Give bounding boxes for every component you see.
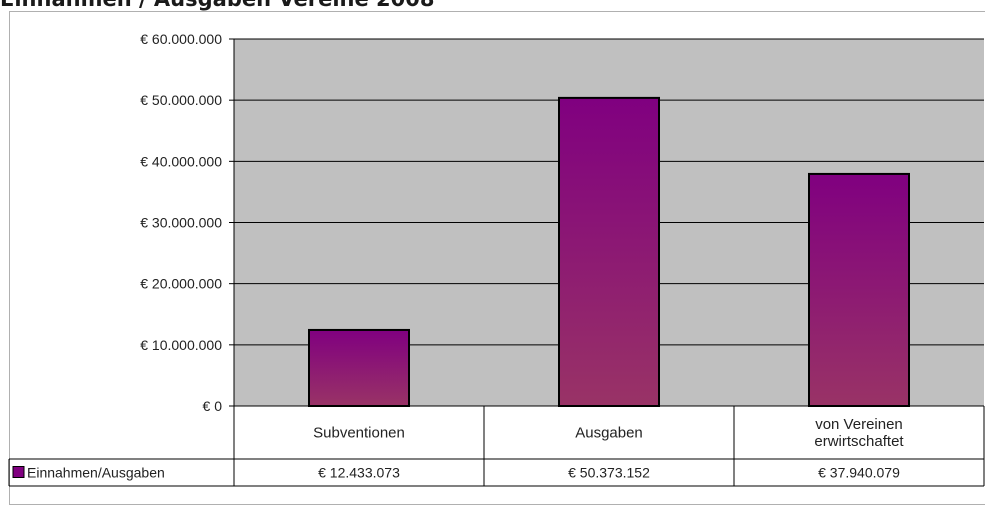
- y-tick-label: € 40.000.000: [140, 153, 222, 169]
- x-tick-label: von Vereinen: [815, 416, 903, 433]
- legend-swatch: [12, 466, 25, 478]
- bar: [558, 96, 660, 408]
- chart-frame: [9, 11, 985, 505]
- data-label: € 50.373.152: [568, 465, 650, 481]
- y-tick-label: € 0: [203, 398, 223, 414]
- legend-label: Einnahmen/Ausgaben: [27, 465, 165, 481]
- y-tick-label: € 60.000.000: [140, 31, 222, 47]
- y-tick-label: € 50.000.000: [140, 92, 222, 108]
- page-title: Einnahmen / Ausgaben Vereine 2008: [0, 0, 434, 11]
- x-tick-label: Ausgaben: [575, 425, 643, 442]
- bar: [808, 172, 910, 407]
- bar: [308, 328, 410, 408]
- y-tick-label: € 30.000.000: [140, 215, 222, 231]
- y-tick-label: € 20.000.000: [140, 276, 222, 292]
- x-tick-label: Subventionen: [313, 425, 405, 442]
- data-label: € 12.433.073: [318, 465, 400, 481]
- y-tick-label: € 10.000.000: [140, 337, 222, 353]
- x-tick-label: erwirtschaftet: [814, 433, 904, 450]
- data-label: € 37.940.079: [818, 465, 900, 481]
